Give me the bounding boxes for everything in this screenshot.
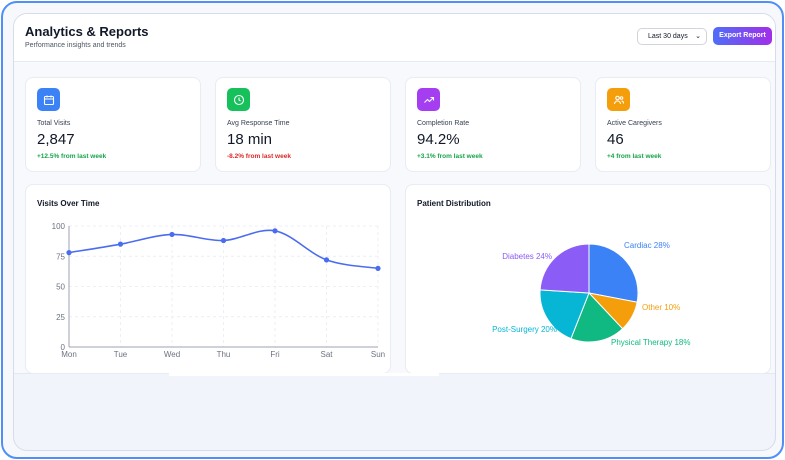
pie-chart: Cardiac 28% Other 10% Physical Therapy 18%… [492, 241, 690, 347]
dashboard-panel: Analytics & Reports Performance insights… [14, 14, 775, 374]
data-point [169, 231, 175, 238]
pie-slice-label: Diabetes 24% [502, 252, 552, 261]
chevron-down-icon: ⌄ [695, 33, 701, 40]
date-range-select[interactable]: Last 30 days ⌄ [637, 28, 707, 45]
stat-change: -8.2% from last week [227, 153, 291, 160]
stat-card-total-visits: Total Visits 2,847 +12.5% from last week [25, 77, 201, 172]
page-subtitle: Performance insights and trends [25, 42, 126, 49]
pie-slice-label: Cardiac 28% [624, 241, 670, 250]
chart-title: Patient Distribution [417, 199, 491, 208]
users-icon [607, 88, 630, 111]
page-header: Analytics & Reports Performance insights… [14, 14, 775, 62]
x-tick-label: Tue [114, 350, 128, 359]
y-tick-label: 25 [56, 313, 65, 322]
x-tick-label: Thu [217, 350, 231, 359]
stat-label: Avg Response Time [227, 120, 290, 127]
stat-value: 46 [607, 131, 624, 148]
pie-slice [539, 289, 590, 340]
x-tick-label: Mon [61, 350, 77, 359]
patient-distribution-card: Patient Distribution Cardiac 28% Other 10… [405, 184, 771, 374]
stat-label: Total Visits [37, 120, 71, 127]
y-tick-label: 75 [56, 252, 65, 261]
stat-value: 18 min [227, 131, 273, 148]
stat-label: Completion Rate [417, 120, 470, 127]
data-point [375, 265, 381, 271]
pie-slice [588, 243, 639, 303]
calendar-icon [37, 88, 60, 111]
x-tick-label: Sun [371, 350, 385, 359]
stat-change: +12.5% from last week [37, 153, 107, 160]
pie-slice [570, 292, 624, 343]
stat-card-active-caregivers: Active Caregivers 46 +4 from last week [595, 77, 771, 172]
trending-up-icon [417, 88, 440, 111]
date-range-value: Last 30 days [648, 33, 688, 40]
pie-slice [539, 243, 590, 294]
x-tick-label: Wed [164, 350, 180, 359]
pie-slice-label: Other 10% [642, 303, 680, 312]
app-container: Analytics & Reports Performance insights… [13, 13, 776, 451]
pie-slice-label: Post-Surgery 20% [492, 325, 557, 334]
export-report-button[interactable]: Export Report [713, 27, 772, 45]
clock-icon [227, 88, 250, 111]
data-point [117, 241, 124, 247]
stat-change: +4 from last week [607, 153, 662, 160]
pie-slice-label: Physical Therapy 18% [611, 338, 690, 347]
visits-over-time-card: Visits Over Time 0 25 50 75 100 Mon Tue Wed Thu F… [25, 184, 391, 374]
stat-label: Active Caregivers [607, 120, 662, 127]
stat-card-completion-rate: Completion Rate 94.2% +3.1% from last we… [405, 77, 581, 172]
y-tick-label: 50 [56, 283, 65, 292]
page-title: Analytics & Reports [25, 24, 149, 39]
data-point [220, 237, 227, 244]
stat-value: 2,847 [37, 131, 75, 148]
line-chart: 0 25 50 75 100 Mon Tue Wed Thu Fri Sat Sun [52, 222, 385, 359]
stat-card-avg-response-time: Avg Response Time 18 min -8.2% from last… [215, 77, 391, 172]
x-tick-label: Fri [270, 350, 280, 359]
x-tick-label: Sat [320, 350, 333, 359]
data-point [272, 228, 278, 234]
stat-change: +3.1% from last week [417, 153, 483, 160]
y-tick-label: 0 [61, 343, 66, 352]
scrollbar-track[interactable] [169, 373, 439, 376]
chart-title: Visits Over Time [37, 199, 100, 208]
stat-value: 94.2% [417, 131, 460, 148]
data-point [66, 250, 72, 256]
data-point [323, 257, 330, 263]
y-tick-label: 100 [52, 222, 66, 231]
